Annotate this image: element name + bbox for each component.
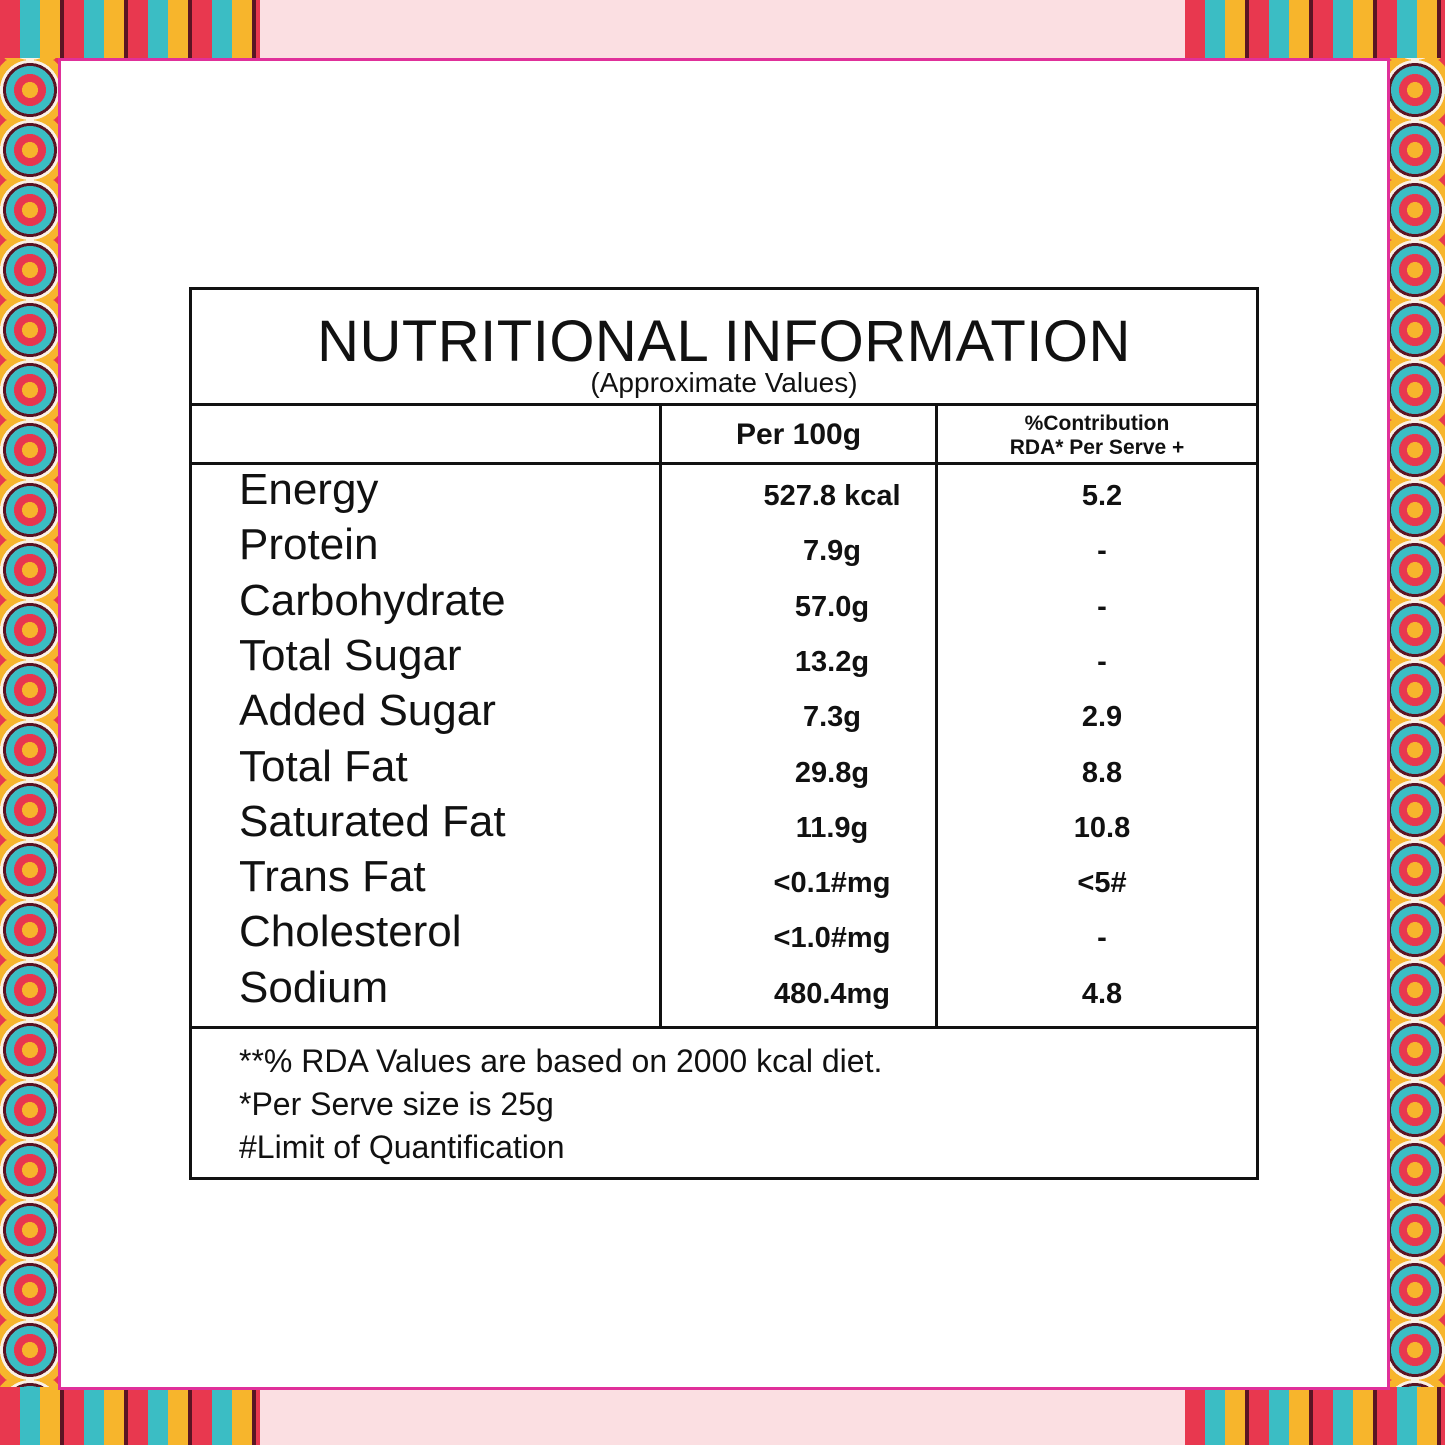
per-100g-value: <1.0#mg [773, 922, 891, 955]
rda-value: 2.9 [1081, 701, 1123, 734]
per-100g-value: 7.9g [802, 535, 862, 568]
decor-left [0, 0, 60, 1445]
rda-value: 10.8 [1073, 811, 1131, 844]
row-label: Energy [239, 465, 379, 514]
title: NUTRITIONAL INFORMATION [317, 309, 1131, 374]
row-label: Total Sugar [239, 630, 462, 680]
row-label: Added Sugar [239, 686, 496, 736]
panel [58, 58, 1390, 1390]
rda-value: - [1097, 922, 1107, 955]
nutrition-table: NUTRITIONAL INFORMATION (Approximate Val… [189, 287, 1259, 1180]
rule [192, 1026, 1256, 1029]
footnote: #Limit of Quantification [239, 1129, 565, 1165]
row-label: Total Fat [239, 741, 408, 791]
per-100g-value: 527.8 kcal [763, 480, 901, 512]
column-header: %Contribution [1024, 412, 1170, 435]
row-label: Cholesterol [239, 907, 462, 957]
footnote: *Per Serve size is 25g [239, 1086, 554, 1122]
column-header: Per 100g [735, 418, 862, 451]
row-label: Sodium [239, 962, 389, 1012]
decor-right [1385, 0, 1445, 1445]
rda-value: <5# [1077, 867, 1127, 900]
decor-corner [1185, 1387, 1445, 1445]
rda-value: 4.8 [1081, 977, 1123, 1010]
row-label: Carbohydrate [239, 575, 506, 625]
decor-corner [1185, 0, 1445, 58]
footnote: **% RDA Values are based on 2000 kcal di… [239, 1043, 883, 1079]
row-label: Saturated Fat [239, 796, 506, 846]
per-100g-value: 29.8g [794, 756, 870, 789]
row-label: Trans Fat [239, 852, 426, 902]
per-100g-value: 480.4mg [773, 977, 891, 1010]
per-100g-value: 13.2g [794, 645, 870, 678]
row-label: Protein [239, 520, 379, 570]
rule [935, 403, 938, 1029]
column-header: RDA* Per Serve + [1009, 436, 1185, 459]
rda-value: - [1097, 645, 1107, 678]
rda-value: - [1097, 535, 1107, 568]
per-100g-value: <0.1#mg [773, 867, 891, 900]
decor-corner [0, 1387, 260, 1445]
rule [659, 403, 662, 1029]
rule [192, 462, 1256, 465]
decor-corner [0, 0, 260, 58]
rda-value: 5.2 [1081, 480, 1123, 512]
per-100g-value: 7.3g [802, 701, 862, 734]
subtitle: (Approximate Values) [590, 367, 858, 398]
rda-value: 8.8 [1081, 756, 1123, 789]
per-100g-value: 11.9g [795, 811, 869, 844]
per-100g-value: 57.0g [794, 590, 870, 623]
rule [192, 403, 1256, 406]
rda-value: - [1097, 590, 1107, 623]
